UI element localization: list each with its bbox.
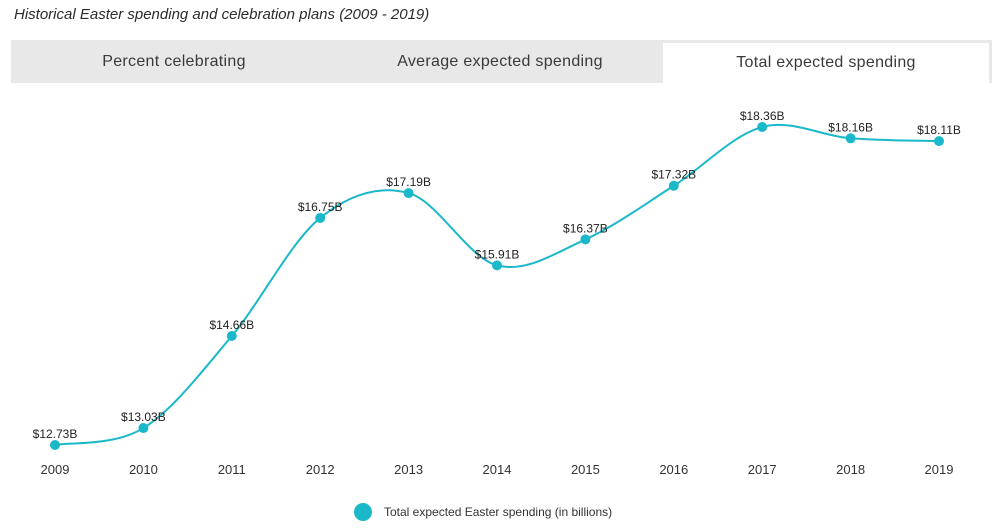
- chart-legend[interactable]: Total expected Easter spending (in billi…: [354, 503, 612, 521]
- data-point: [668, 180, 679, 191]
- data-label: $16.75B: [298, 200, 343, 214]
- data-label: $13.03B: [121, 410, 166, 424]
- data-point: [492, 260, 502, 271]
- x-tick-label: 2017: [748, 462, 777, 477]
- legend-swatch: [354, 503, 372, 521]
- page-title: Historical Easter spending and celebrati…: [14, 6, 430, 23]
- x-tick-label: 2010: [129, 462, 158, 477]
- data-point: [315, 212, 326, 223]
- data-point: [50, 440, 60, 450]
- data-label: $12.73B: [33, 427, 78, 441]
- data-point: [845, 133, 856, 144]
- data-label: $17.32B: [651, 168, 696, 182]
- data-point: [934, 136, 944, 147]
- x-tick-label: 2016: [659, 462, 688, 477]
- tab-average-expected-spending[interactable]: Average expected spending: [397, 52, 603, 70]
- data-point: [580, 234, 591, 245]
- x-tick-label: 2011: [218, 462, 246, 477]
- data-label: $16.37B: [563, 221, 608, 235]
- legend-label: Total expected Easter spending (in billi…: [384, 505, 613, 519]
- tab-total-expected-spending[interactable]: Total expected spending: [663, 40, 992, 83]
- x-tick-label: 2014: [483, 462, 512, 477]
- data-label: $18.36B: [740, 109, 785, 123]
- x-tick-label: 2012: [306, 462, 335, 477]
- data-point: [138, 423, 149, 434]
- data-label: $18.11B: [917, 123, 961, 137]
- x-tick-label: 2019: [925, 462, 954, 477]
- data-point: [757, 122, 768, 132]
- series-line: [54, 123, 940, 446]
- x-tick-label: 2009: [41, 462, 70, 477]
- tab-percent-celebrating[interactable]: Percent celebrating: [102, 52, 246, 70]
- data-label: $18.16B: [828, 120, 873, 134]
- data-point: [403, 188, 414, 199]
- x-tick-label: 2013: [394, 462, 423, 477]
- data-point: [226, 330, 237, 341]
- tab-bar: Percent celebrating Average expected spe…: [11, 40, 992, 83]
- data-label: $14.66B: [209, 318, 254, 332]
- data-label: $17.19B: [386, 175, 431, 189]
- x-tick-label: 2015: [571, 462, 600, 477]
- data-label: $15.91B: [475, 247, 520, 261]
- x-tick-label: 2018: [836, 462, 865, 477]
